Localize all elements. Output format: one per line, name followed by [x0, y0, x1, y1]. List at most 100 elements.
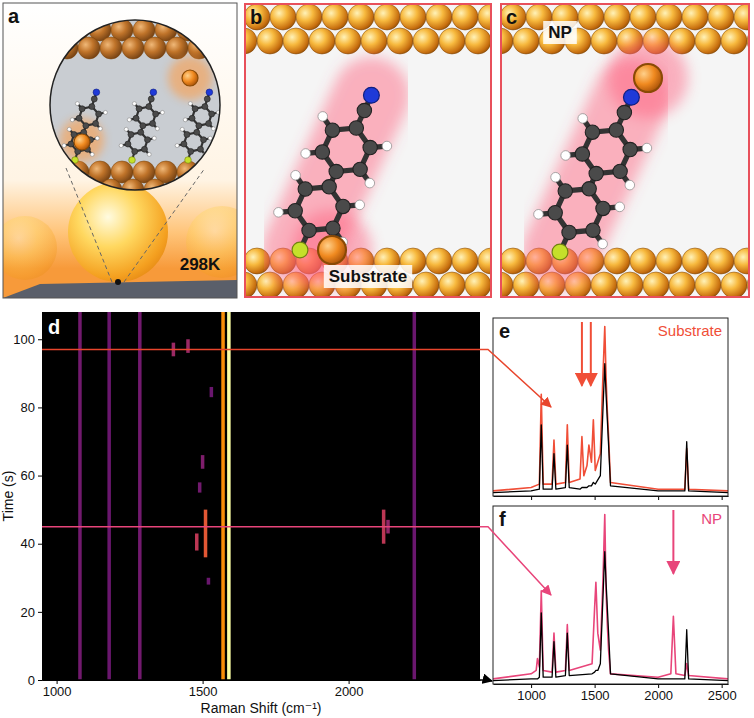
- metal-atom: [232, 179, 237, 201]
- panel-b: bSubstrate: [218, 3, 530, 298]
- metal-atom: [478, 4, 492, 30]
- atom: [192, 106, 198, 112]
- metal-atom: [210, 179, 232, 201]
- tick-label: 100: [13, 332, 35, 347]
- metal-atom: [100, 179, 122, 201]
- x-axis-title: Raman Shift (cm⁻¹): [201, 700, 322, 716]
- metal-atom: [122, 37, 144, 59]
- atom: [552, 244, 568, 260]
- metal-atom: [78, 179, 100, 201]
- metal-atom: [439, 272, 465, 298]
- heatmap-cell: [138, 312, 142, 680]
- atom: [598, 239, 608, 249]
- figure: a298KbSubstratecNP1000150020000204060801…: [0, 0, 754, 718]
- metal-atom: [721, 28, 747, 54]
- atom: [146, 104, 152, 110]
- panel-art: [244, 3, 492, 298]
- tick: 2500: [708, 684, 737, 703]
- atom: [200, 137, 206, 143]
- atom: [623, 142, 637, 156]
- atom: [96, 111, 102, 117]
- atom: [558, 184, 572, 198]
- atom: [144, 137, 150, 143]
- atom: [365, 178, 375, 188]
- panel-letter: c: [506, 6, 517, 28]
- panel-border: [501, 4, 749, 297]
- glow: [300, 95, 371, 250]
- atom: [125, 141, 131, 147]
- panel-letter: f: [499, 508, 506, 530]
- metal-atom: [578, 4, 604, 30]
- ring: [184, 132, 204, 151]
- annotations: [42, 349, 551, 681]
- metal-atom: [34, 179, 56, 201]
- metal-atom: [166, 37, 188, 59]
- atom: [183, 118, 187, 122]
- atom: [208, 136, 212, 140]
- atom: [586, 223, 600, 237]
- heatmap-cell: [186, 339, 190, 353]
- atom: [188, 102, 192, 106]
- tick-label: 1500: [189, 684, 218, 699]
- tick-mark: [722, 496, 723, 500]
- metal-atom: [283, 28, 309, 54]
- tick-mark: [531, 496, 532, 500]
- atom: [127, 118, 131, 122]
- atom: [291, 170, 301, 180]
- atom: [582, 182, 596, 196]
- plot-background: [493, 506, 728, 684]
- tick-label: 0: [28, 673, 35, 688]
- atom: [76, 115, 82, 121]
- panel-letter: d: [48, 316, 60, 338]
- atom: [185, 157, 192, 164]
- tick: [595, 496, 596, 500]
- metal-atom: [56, 179, 78, 201]
- tick: 1500: [581, 684, 610, 703]
- atom: [274, 208, 284, 218]
- metal-atom: [23, 19, 45, 41]
- metal-atom: [439, 28, 465, 54]
- metal-atom: [478, 248, 492, 274]
- atom: [119, 144, 123, 148]
- plot-frame: [493, 318, 728, 496]
- tick-label: 1500: [581, 688, 610, 703]
- spectrum-line: [493, 326, 728, 490]
- heatmap-cell: [210, 387, 214, 397]
- metal-atom: [656, 248, 682, 274]
- background: [500, 3, 750, 298]
- metal-atom: [708, 4, 734, 30]
- tick-mark: [38, 339, 42, 340]
- time-marker: [42, 526, 480, 528]
- atom: [382, 141, 392, 151]
- atom: [206, 121, 212, 127]
- panel-letter: a: [8, 5, 20, 27]
- atom: [329, 164, 343, 178]
- atom: [326, 221, 340, 235]
- atom: [585, 125, 599, 139]
- panel-e: Substratee: [493, 318, 729, 500]
- metal-atom: [513, 28, 539, 54]
- metal-atom: [734, 4, 750, 30]
- metal-atom: [244, 4, 270, 30]
- tick-label: 2000: [644, 688, 673, 703]
- atom: [147, 152, 151, 156]
- metal-atom: [682, 4, 708, 30]
- metal-atom: [56, 37, 78, 59]
- metal-atom: [452, 4, 478, 30]
- metal-atom: [309, 28, 335, 54]
- atom: [148, 96, 154, 102]
- atom: [363, 87, 379, 103]
- tick: 1000: [43, 680, 72, 699]
- atom: [615, 202, 625, 212]
- label: 298K: [180, 255, 221, 274]
- connector: [480, 680, 492, 681]
- metal-atom: [695, 272, 721, 298]
- atom: [617, 105, 631, 119]
- metal-atom: [604, 4, 630, 30]
- atom: [95, 136, 99, 140]
- metal-atom: [221, 19, 237, 41]
- atom: [623, 89, 639, 105]
- plot-frame: [493, 506, 728, 684]
- metal-atom: [400, 4, 426, 30]
- atom: [634, 64, 662, 92]
